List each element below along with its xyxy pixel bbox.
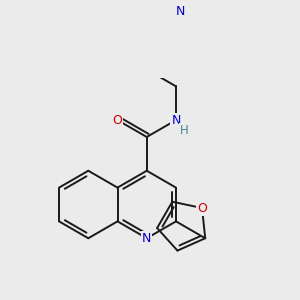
Text: N: N bbox=[176, 4, 185, 17]
Text: H: H bbox=[180, 124, 189, 137]
Text: N: N bbox=[142, 232, 152, 245]
Text: N: N bbox=[171, 114, 181, 127]
Text: O: O bbox=[197, 202, 207, 214]
Text: O: O bbox=[112, 114, 122, 127]
